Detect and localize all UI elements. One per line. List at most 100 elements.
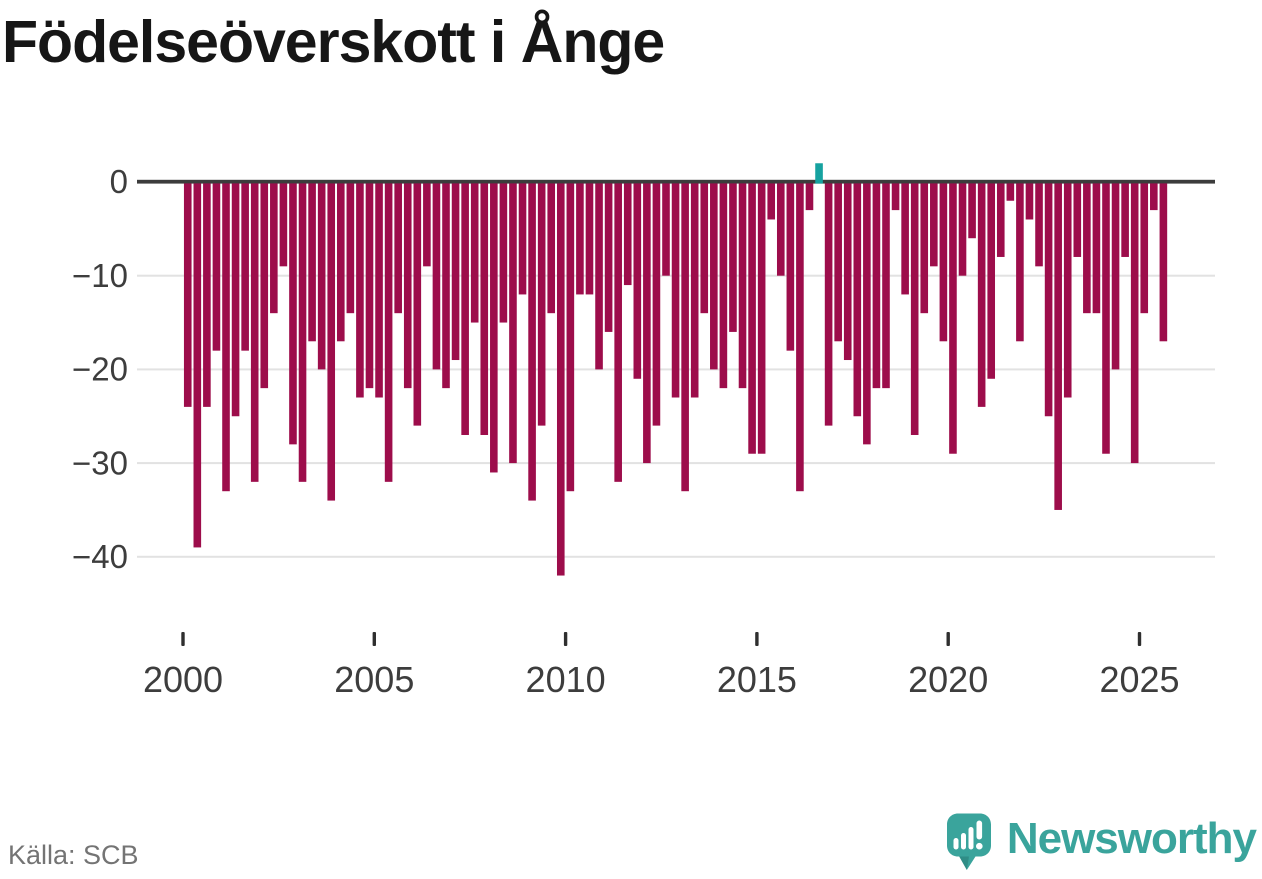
- bar: [1102, 183, 1110, 454]
- logo-exclamation-dot: [975, 842, 983, 850]
- x-tick-label: 2005: [334, 659, 414, 700]
- bar: [719, 183, 728, 389]
- bar: [623, 183, 632, 286]
- bar: [1150, 183, 1158, 211]
- bar: [863, 183, 871, 445]
- gridline: [137, 462, 1215, 465]
- bar: [346, 183, 355, 314]
- x-tick-mark: [1137, 632, 1142, 646]
- bar: [537, 183, 546, 426]
- bar: [662, 183, 670, 276]
- x-tick-mark: [946, 632, 950, 646]
- bar: [968, 183, 976, 239]
- x-tick-label: 2000: [143, 659, 223, 700]
- bar: [643, 183, 651, 464]
- bar: [690, 183, 699, 398]
- x-tick-mark: [372, 632, 376, 646]
- bar: [977, 183, 986, 407]
- bar: [767, 183, 776, 220]
- bar: [423, 183, 431, 267]
- bar: [604, 183, 613, 332]
- bar: [949, 183, 957, 454]
- bar: [222, 183, 230, 492]
- bar: [394, 183, 402, 314]
- zero-axis-line: [137, 179, 1215, 184]
- bar: [203, 183, 211, 407]
- newsworthy-logo-icon: [946, 813, 991, 870]
- bar: [183, 183, 192, 407]
- logo-bar-small: [953, 838, 959, 850]
- bar: [317, 183, 326, 370]
- bar: [1006, 183, 1015, 201]
- bar: [1092, 183, 1101, 314]
- bar: [910, 183, 919, 435]
- bar: [356, 183, 364, 398]
- bar: [327, 183, 336, 501]
- bar: [786, 183, 795, 351]
- bar: [432, 183, 441, 370]
- bar: [451, 183, 460, 361]
- bar: [958, 183, 967, 276]
- bar: [843, 183, 852, 361]
- source-note: Källa: SCB: [8, 840, 139, 870]
- bar: [633, 183, 642, 379]
- bar: [824, 183, 833, 426]
- x-tick-label: 2015: [717, 659, 797, 700]
- newsworthy-wordmark: Newsworthy: [1006, 814, 1257, 863]
- y-tick-label: −30: [72, 444, 128, 481]
- bar: [1044, 183, 1053, 417]
- bar: [1016, 183, 1024, 342]
- bar: [815, 163, 823, 184]
- bar: [260, 183, 269, 389]
- bar: [1159, 183, 1168, 342]
- bar: [1035, 183, 1043, 267]
- bar: [250, 183, 259, 482]
- bar: [1063, 183, 1072, 398]
- bar: [375, 183, 383, 398]
- bar: [384, 183, 393, 482]
- bar: [480, 183, 489, 435]
- bar: [556, 183, 565, 576]
- bar: [547, 183, 556, 314]
- bar: [805, 183, 814, 211]
- bar: [1073, 183, 1082, 257]
- bar: [336, 183, 345, 342]
- x-tick-label: 2025: [1099, 659, 1179, 700]
- bar: [566, 183, 575, 492]
- bar: [729, 183, 737, 332]
- logo-bar-tall: [968, 827, 974, 850]
- bar: [1130, 183, 1139, 464]
- bar: [1121, 183, 1129, 257]
- bar-chart: 0 −10 −20 −30 −40 2000 2005 2010 2015 2020 2025: [72, 163, 1215, 700]
- bar: [595, 183, 603, 370]
- bar: [585, 183, 594, 295]
- bar: [671, 183, 680, 398]
- bar: [652, 183, 661, 426]
- bar: [614, 183, 622, 482]
- bar: [442, 183, 450, 389]
- bar: [576, 183, 584, 295]
- bar: [270, 183, 278, 314]
- bar: [872, 183, 881, 389]
- bar: [289, 183, 297, 445]
- y-tick-label: −20: [72, 351, 128, 388]
- bar: [461, 183, 469, 435]
- bar: [1054, 183, 1062, 510]
- bar: [231, 183, 240, 417]
- x-tick-mark: [181, 632, 185, 646]
- bar: [241, 183, 249, 351]
- bar: [470, 183, 479, 323]
- bar: [930, 183, 938, 267]
- newsworthy-logo: Newsworthy: [945, 812, 1257, 872]
- bar: [1025, 183, 1034, 220]
- bar: [1111, 183, 1120, 370]
- x-tick-label: 2010: [526, 659, 606, 700]
- bar: [528, 183, 536, 501]
- bar: [700, 183, 709, 314]
- bar: [834, 183, 842, 342]
- bar: [853, 183, 862, 417]
- bar: [490, 183, 498, 473]
- bar: [413, 183, 422, 426]
- y-tick-label: −10: [72, 257, 128, 294]
